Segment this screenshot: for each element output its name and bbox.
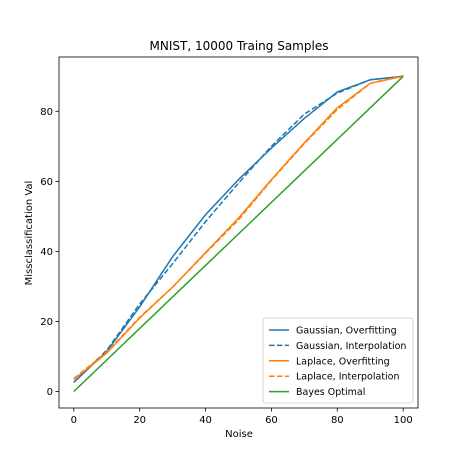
- x-axis-ticks: 0 20 40 60 80 100: [71, 408, 413, 426]
- y-axis-label: Missclassification Val: [24, 181, 35, 286]
- x-tick-label: 20: [133, 415, 146, 426]
- series-line-4: [73, 74, 404, 380]
- series-line-2: [73, 75, 404, 383]
- plot-area: 0 20 40 60 80 100 0 20 40 60 80: [40, 56, 419, 426]
- legend-label: Gaussian, Overfitting: [296, 326, 397, 337]
- y-tick-label: 60: [40, 177, 53, 188]
- legend-box: [262, 317, 414, 404]
- legend-label: Bayes Optimal: [296, 387, 365, 398]
- x-tick-label: 0: [71, 415, 77, 426]
- series-line-5: [73, 75, 404, 393]
- legend-label: Laplace, Interpolation: [296, 372, 400, 383]
- y-tick-label: 0: [47, 387, 53, 398]
- legend: Gaussian, Overfitting Gaussian, Interpola…: [262, 317, 414, 404]
- y-tick-label: 20: [40, 317, 53, 328]
- series-layer: [73, 74, 404, 393]
- y-tick-label: 80: [40, 107, 53, 118]
- axes-frame: [58, 56, 419, 409]
- chart-title: MNIST, 10000 Traing Samples: [150, 39, 329, 53]
- legend-label: Laplace, Overfitting: [296, 356, 390, 367]
- legend-label: Gaussian, Interpolation: [296, 341, 406, 352]
- y-axis-ticks: 0 20 40 60 80: [40, 107, 59, 398]
- y-tick-label: 40: [40, 247, 53, 258]
- x-tick-label: 80: [331, 415, 344, 426]
- x-tick-label: 100: [394, 415, 413, 426]
- x-tick-label: 60: [265, 415, 278, 426]
- x-axis-label: Noise: [225, 429, 253, 440]
- x-tick-label: 40: [199, 415, 212, 426]
